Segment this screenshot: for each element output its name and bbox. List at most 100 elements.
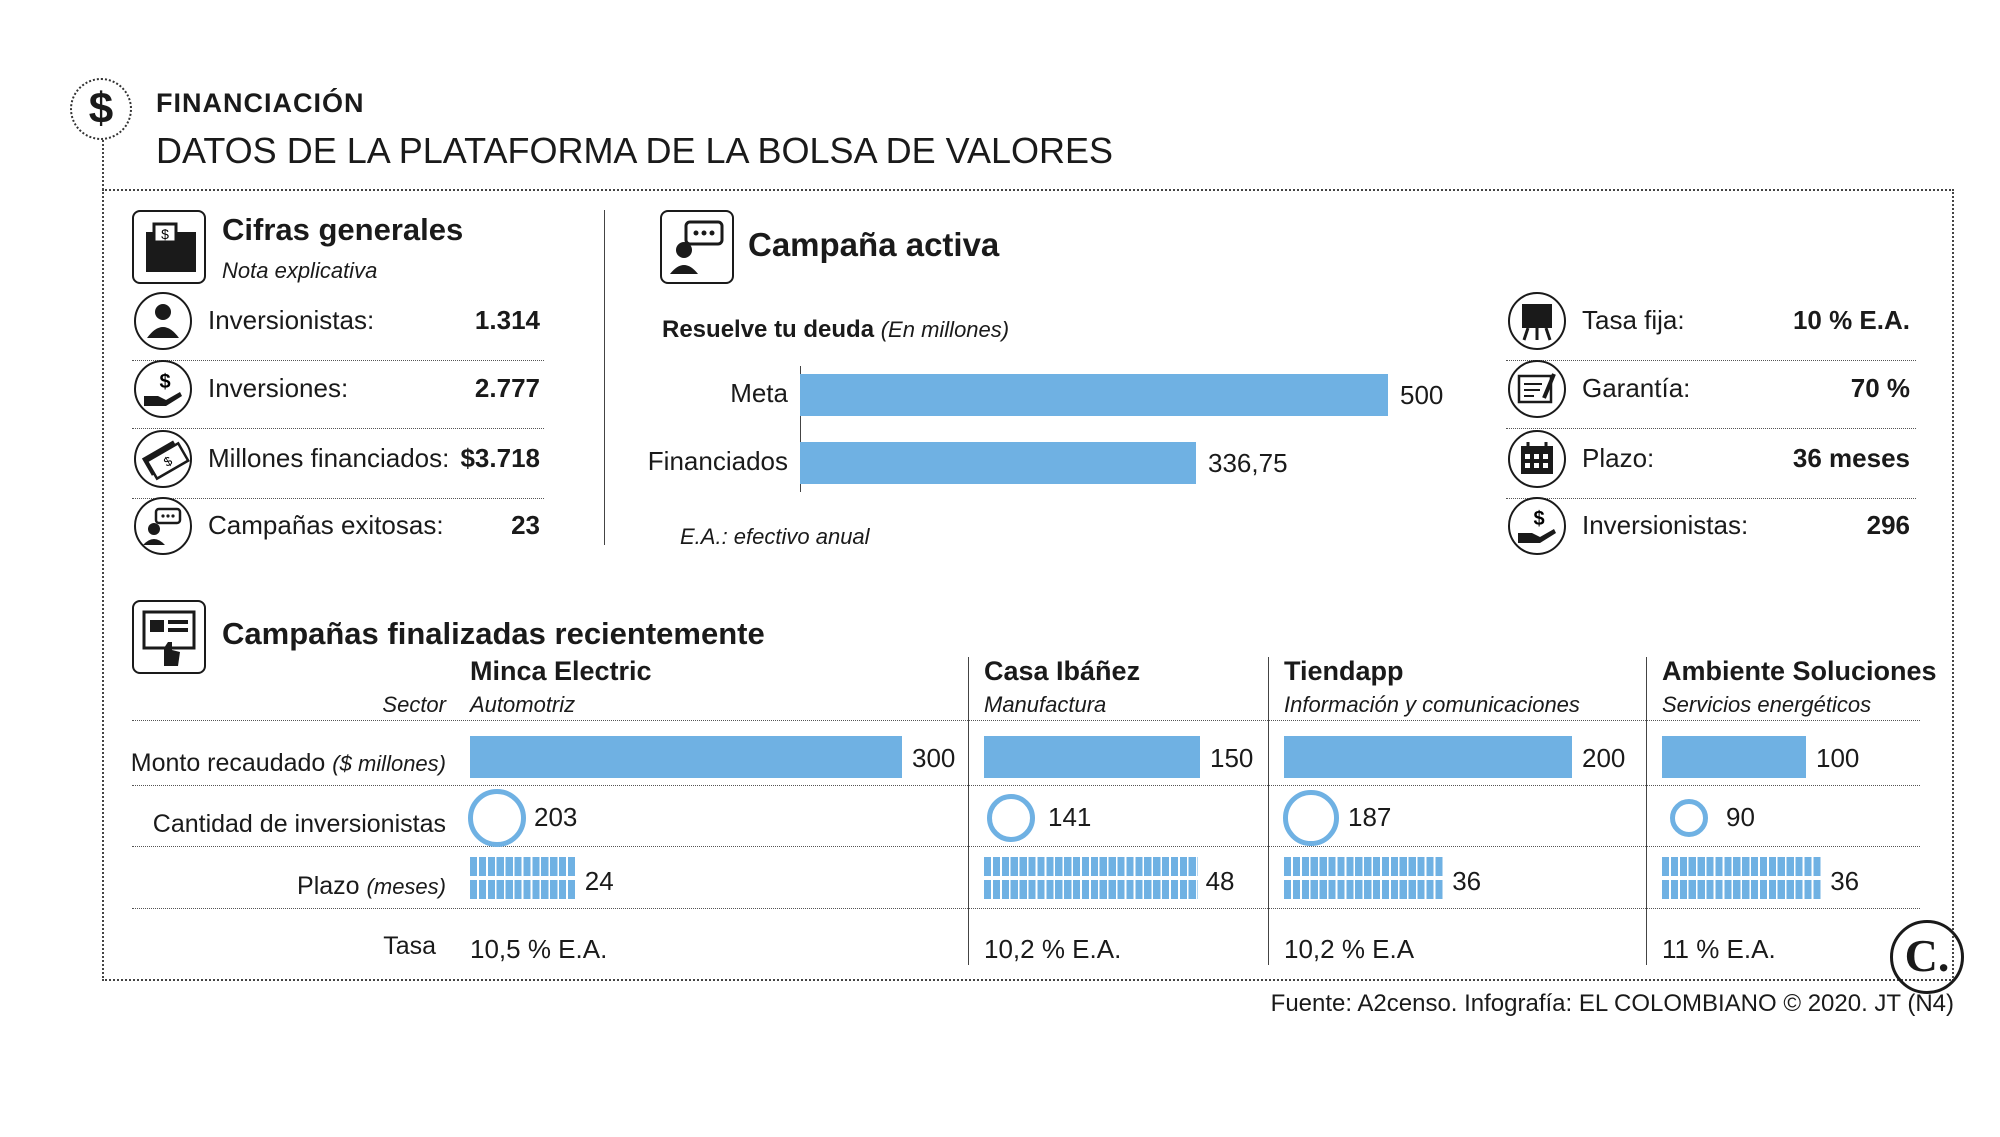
source-credit: Fuente: A2censo. Infografía: EL COLOMBIA… (1270, 990, 1954, 1017)
general-value: 23 (511, 510, 540, 540)
general-label: Campañas exitosas: (208, 510, 444, 540)
money-hand-icon: $ (1508, 497, 1566, 555)
bar-category-label: Meta (730, 378, 788, 408)
recent-title: Campañas finalizadas recientemente (222, 616, 765, 651)
inversionistas-value: 187 (1348, 802, 1392, 832)
inversionistas-value: 141 (1048, 802, 1092, 832)
content-frame (102, 189, 1954, 981)
general-label: Millones financiados: (208, 443, 450, 473)
row-divider (1506, 428, 1916, 429)
row-label-tasa: Tasa (383, 932, 436, 960)
banknotes-icon: $ (134, 430, 192, 488)
divider (604, 210, 605, 545)
certificate-icon (1508, 360, 1566, 418)
detail-label: Plazo: (1582, 443, 1655, 473)
plazo-value: 36 (1452, 866, 1482, 896)
row-label-monto-unit: ($ millones) (332, 751, 446, 776)
row-label-sector: Sector (382, 692, 446, 717)
tasa-value: 10,5 % E.A. (470, 934, 608, 964)
row-divider (1506, 498, 1916, 499)
money-hand-icon: $ (134, 360, 192, 418)
campaign-sector: Automotriz (470, 692, 576, 717)
detail-label: Inversionistas: (1582, 510, 1749, 540)
table-row-divider (132, 785, 1920, 786)
table-row-divider (132, 720, 1920, 721)
monto-value: 200 (1582, 743, 1626, 773)
active-chart-title: Resuelve tu deuda (662, 316, 875, 343)
active-chart-unit: (En millones) (880, 317, 1010, 342)
monto-bar (984, 736, 1200, 778)
row-label-plazo: Plazo (297, 872, 360, 900)
plazo-ticks (1662, 857, 1823, 899)
investor-icon (134, 292, 192, 350)
inversionistas-circle (1669, 798, 1709, 838)
campaign-name: Tiendapp (1284, 656, 1404, 686)
monto-value: 150 (1210, 743, 1254, 773)
section-kicker: FINANCIACIÓN (156, 88, 365, 118)
row-divider (132, 498, 544, 499)
general-subtitle: Nota explicativa (222, 258, 378, 283)
campaign-name: Ambiente Soluciones (1662, 656, 1937, 686)
campaign-sector: Manufactura (984, 692, 1107, 717)
screen-hand-icon (132, 600, 206, 674)
general-value: 2.777 (474, 373, 540, 403)
svg-text:$: $ (161, 226, 169, 242)
page-title: DATOS DE LA PLATAFORMA DE LA BOLSA DE VA… (156, 130, 1114, 171)
monto-bar (1662, 736, 1806, 778)
row-divider (132, 428, 544, 429)
monto-value: 100 (1816, 743, 1860, 773)
bar-value-label: 500 (1400, 380, 1444, 410)
row-label-monto: Monto recaudado (130, 749, 326, 777)
inversionistas-value: 90 (1726, 802, 1755, 832)
campaign-sector: Información y comunicaciones (1284, 692, 1580, 717)
bar-meta (800, 374, 1388, 416)
detail-value: 70 % (1850, 373, 1910, 403)
campaign-name: Minca Electric (470, 656, 652, 686)
tasa-value: 10,2 % E.A. (984, 934, 1122, 964)
bar-value-label: 336,75 (1208, 448, 1288, 478)
table-col-divider (1268, 657, 1269, 965)
campaign-name: Casa Ibáñez (984, 656, 1141, 686)
row-label-plazo-unit: (meses) (366, 874, 446, 899)
table-col-divider (1646, 657, 1647, 965)
plazo-value: 24 (584, 866, 614, 896)
calendar-icon (1508, 430, 1566, 488)
table-col-divider (968, 657, 969, 965)
monto-bar (470, 736, 902, 778)
svg-text:$: $ (159, 371, 170, 393)
general-value: $3.718 (460, 443, 540, 473)
dollar-circle-icon: $ (70, 78, 132, 140)
detail-label: Tasa fija: (1582, 305, 1685, 335)
detail-label: Garantía: (1582, 373, 1691, 403)
monto-value: 300 (912, 743, 956, 773)
detail-value: 296 (1866, 510, 1910, 540)
chat-person-icon (660, 210, 734, 284)
campaign-sector: Servicios energéticos (1662, 692, 1872, 717)
row-divider (132, 360, 544, 361)
plazo-value: 48 (1205, 866, 1235, 896)
active-title: Campaña activa (748, 226, 1000, 263)
detail-value: 10 % E.A. (1792, 305, 1910, 335)
plazo-value: 36 (1830, 866, 1860, 896)
inversionistas-value: 203 (534, 802, 578, 832)
general-value: 1.314 (474, 305, 540, 335)
bar-financiados (800, 442, 1197, 484)
bar-category-label: Financiados (647, 446, 788, 476)
tasa-value: 10,2 % E.A (1284, 934, 1415, 964)
row-divider (1506, 360, 1916, 361)
easel-icon (1508, 292, 1566, 350)
inversionistas-circle (468, 789, 526, 847)
plazo-ticks (984, 857, 1198, 899)
general-title: Cifras generales (222, 212, 464, 247)
table-row-divider (132, 908, 1920, 909)
svg-text:$: $ (1533, 508, 1544, 530)
tasa-value: 11 % E.A. (1662, 934, 1776, 964)
chat-person-icon (134, 497, 192, 555)
detail-value: 36 meses (1792, 443, 1910, 473)
plazo-ticks (1284, 857, 1445, 899)
general-label: Inversionistas: (208, 305, 375, 335)
inversionistas-circle (1283, 790, 1339, 846)
chart-axis (800, 366, 801, 492)
table-row-divider (132, 846, 1920, 847)
general-label: Inversiones: (208, 373, 349, 403)
